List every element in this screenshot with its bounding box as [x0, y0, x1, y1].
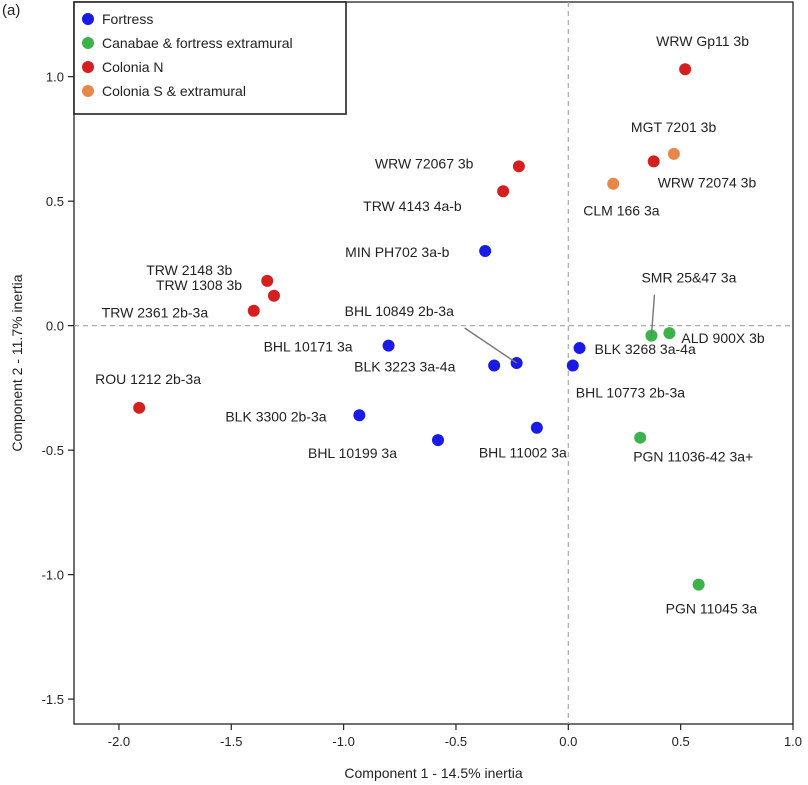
point-label: WRW 72067 3b	[375, 155, 474, 171]
points-layer	[133, 63, 705, 591]
legend-entry: Canabae & fortress extramural	[102, 35, 293, 51]
y-tick-label: 1.0	[46, 70, 64, 85]
data-point	[488, 359, 501, 372]
y-tick-label: 0.5	[46, 194, 64, 209]
leader-line	[464, 327, 518, 364]
y-tick-label: -0.5	[42, 443, 64, 458]
data-point	[261, 274, 274, 287]
legend-marker	[82, 61, 94, 73]
data-point	[247, 304, 260, 317]
data-point	[267, 289, 280, 302]
data-point	[692, 578, 705, 591]
point-label: BLK 3300 2b-3a	[225, 408, 326, 424]
axes-layer: -2.0 -1.5 -1.0 -0.5 0.0 0.5 1.0 1.0 0.5 0.0 -0.5 -1…	[42, 1, 802, 749]
data-point	[634, 431, 647, 444]
point-label: PGN 11036-42 3a+	[633, 449, 753, 465]
x-tick-label: 0.0	[559, 734, 577, 749]
data-point	[647, 155, 660, 168]
data-point	[497, 185, 510, 198]
data-point	[663, 327, 676, 340]
data-point	[679, 63, 692, 76]
point-label: TRW 2148 3b	[146, 262, 232, 278]
point-label: TRW 2361 2b-3a	[102, 305, 209, 321]
point-label: BHL 10199 3a	[308, 445, 397, 461]
point-label: PGN 11045 3a	[666, 601, 758, 617]
point-label: MGT 7201 3b	[631, 119, 717, 135]
y-axis-label: Component 2 - 11.7% inertia	[9, 274, 25, 451]
data-point	[382, 339, 395, 352]
data-point	[607, 177, 620, 190]
x-tick-label: -1.5	[220, 734, 242, 749]
x-tick-label: 1.0	[784, 734, 802, 749]
data-point	[353, 409, 366, 422]
leader-line	[650, 294, 656, 336]
point-label: TRW 4143 4a-b	[363, 198, 462, 214]
point-label: TRW 1308 3b	[156, 277, 242, 293]
data-point	[479, 244, 492, 257]
point-label: BHL 10171 3a	[264, 339, 353, 355]
data-point	[530, 421, 543, 434]
y-tick-label: -1.5	[42, 692, 64, 707]
point-label: BHL 10849 2b-3a	[345, 303, 454, 319]
x-tick-label: -0.5	[445, 734, 467, 749]
panel-label: (a)	[2, 2, 21, 19]
legend: Fortress Canabae & fortress extramural Col…	[73, 1, 347, 115]
point-label: BHL 10773 2b-3a	[576, 384, 685, 400]
legend-marker	[82, 13, 94, 25]
x-axis-label: Component 1 - 14.5% inertia	[344, 765, 522, 781]
y-tick-label: -1.0	[42, 568, 64, 583]
legend-entry: Colonia N	[102, 59, 163, 75]
point-label: BHL 11002 3a	[479, 445, 567, 461]
point-label: BLK 3223 3a-4a	[354, 358, 455, 374]
point-label: CLM 166 3a	[583, 203, 659, 219]
point-label: MIN PH702 3a-b	[345, 244, 449, 260]
legend-entry: Colonia S & extramural	[102, 83, 246, 99]
x-tick-label: -2.0	[108, 734, 130, 749]
data-point	[573, 342, 586, 355]
legend-box	[73, 1, 347, 115]
point-label: WRW Gp11 3b	[656, 33, 749, 49]
point-label: ROU 1212 2b-3a	[95, 371, 201, 387]
plot-frame	[73, 1, 794, 725]
data-point	[512, 160, 525, 173]
legend-marker	[82, 85, 94, 97]
data-point	[133, 401, 146, 414]
legend-marker	[82, 37, 94, 49]
x-tick-label: 0.5	[672, 734, 690, 749]
data-point	[431, 434, 444, 447]
legend-entry: Fortress	[102, 11, 153, 27]
y-tick-label: 0.0	[46, 319, 64, 334]
point-label: ALD 900X 3b	[681, 330, 764, 346]
point-label: SMR 25&47 3a	[641, 270, 736, 286]
data-point	[566, 359, 579, 372]
point-label: WRW 72074 3b	[658, 174, 757, 190]
x-tick-label: -1.0	[332, 734, 354, 749]
point-label: BLK 3268 3a-4a	[595, 341, 696, 357]
data-point	[667, 147, 680, 160]
